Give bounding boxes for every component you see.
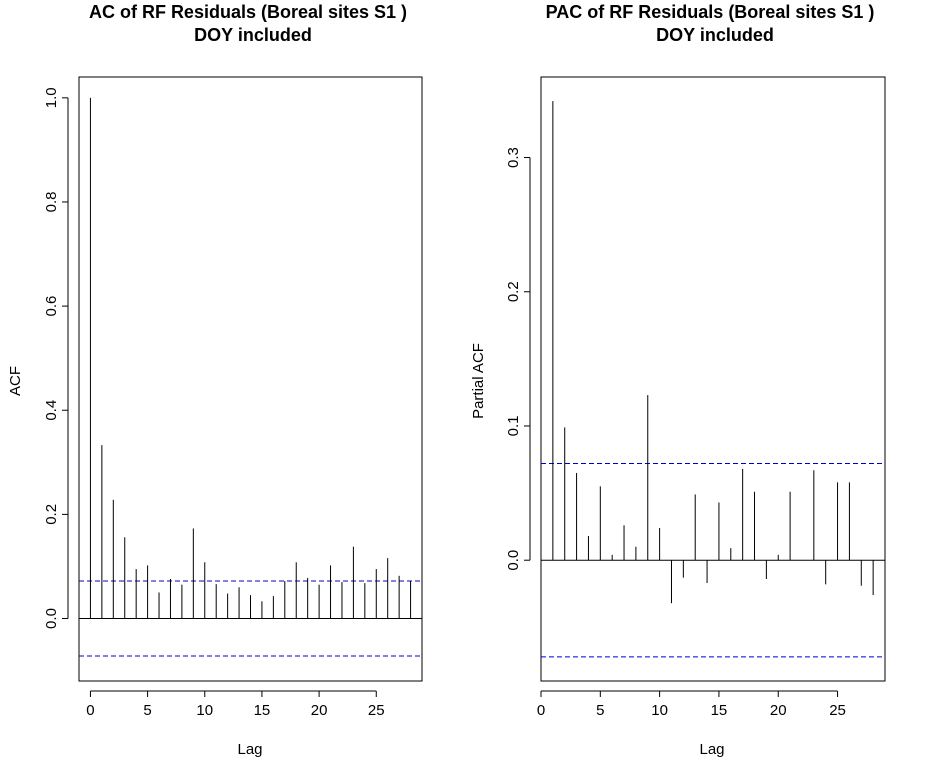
acf-panel: AC of RF Residuals (Boreal sites S1 ) DO…	[7, 2, 423, 758]
acf-y-tick-label: 0.4	[43, 400, 60, 421]
pacf-y-axis: 0.0 0.1 0.2 0.3	[505, 147, 531, 571]
pacf-plot-box	[540, 76, 886, 682]
acf-x-tick-label: 5	[143, 702, 151, 719]
acf-x-axis: 0 5 10 15 20 25	[86, 690, 385, 719]
acf-y-axis: 0.0 0.2 0.4 0.6 0.8 1.0	[43, 87, 69, 629]
pacf-x-tick-label: 5	[596, 702, 604, 719]
pacf-title-line2: DOY included	[656, 25, 774, 45]
acf-title-line2: DOY included	[194, 25, 312, 45]
acf-x-tick-label: 10	[196, 702, 213, 719]
acf-y-tick-label: 0.8	[43, 192, 60, 213]
pacf-y-tick-label: 0.0	[505, 550, 522, 571]
pacf-marks	[541, 101, 885, 658]
pacf-x-axis: 0 5 10 15 20 25	[537, 690, 846, 719]
acf-x-tick-label: 15	[254, 702, 271, 719]
acf-y-tick-label: 0.0	[43, 608, 60, 629]
pacf-x-tick-label: 15	[711, 702, 728, 719]
pacf-title-line1: PAC of RF Residuals (Boreal sites S1 )	[546, 2, 875, 22]
acf-marks	[79, 97, 422, 657]
acf-y-tick-label: 1.0	[43, 87, 60, 108]
acf-plot-box	[78, 76, 423, 682]
pacf-y-tick-label: 0.1	[505, 416, 522, 437]
acf-x-tick-label: 25	[368, 702, 385, 719]
pacf-y-axis-label: Partial ACF	[470, 343, 487, 419]
acf-x-tick-label: 0	[86, 702, 94, 719]
acf-x-tick-label: 20	[311, 702, 328, 719]
pacf-panel: PAC of RF Residuals (Boreal sites S1 ) D…	[470, 2, 886, 758]
acf-title-line1: AC of RF Residuals (Boreal sites S1 )	[89, 2, 407, 22]
pacf-x-tick-label: 20	[770, 702, 787, 719]
acf-y-tick-label: 0.2	[43, 504, 60, 525]
pacf-x-tick-label: 10	[651, 702, 668, 719]
pacf-x-tick-label: 0	[537, 702, 545, 719]
acf-y-tick-label: 0.6	[43, 296, 60, 317]
acf-x-axis-label: Lag	[237, 741, 262, 758]
pacf-y-tick-label: 0.2	[505, 281, 522, 302]
acf-y-axis-label: ACF	[7, 366, 24, 396]
pacf-x-tick-label: 25	[829, 702, 846, 719]
pacf-x-axis-label: Lag	[699, 741, 724, 758]
pacf-y-tick-label: 0.3	[505, 147, 522, 168]
